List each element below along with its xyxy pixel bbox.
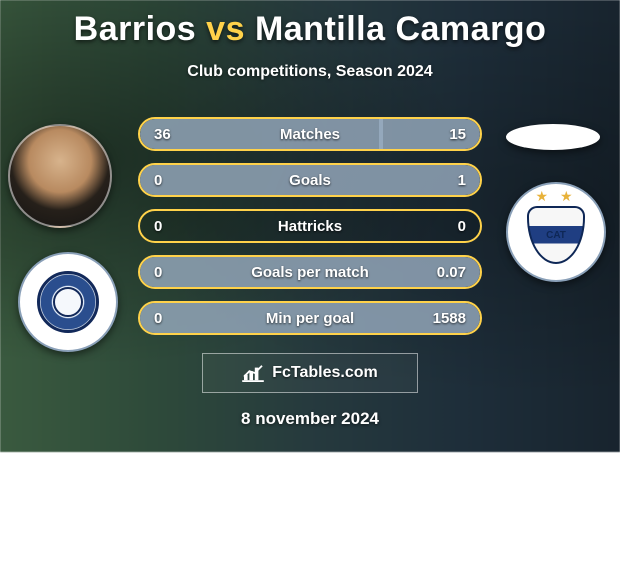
card-date: 8 november 2024 <box>0 409 620 429</box>
stat-row: 0Min per goal1588 <box>138 301 482 335</box>
player1-name: Barrios <box>74 10 197 48</box>
brand-badge: FcTables.com <box>202 353 418 393</box>
stat-label: Goals <box>140 165 480 195</box>
player2-avatar-placeholder <box>506 124 600 150</box>
brand-text: FcTables.com <box>272 364 378 382</box>
right-avatars: ★ ★ CAT <box>506 124 606 282</box>
stat-value-right: 0 <box>458 211 466 241</box>
player1-club-crest <box>18 252 118 352</box>
stat-row: 36Matches15 <box>138 117 482 151</box>
stats-list: 36Matches150Goals10Hattricks00Goals per … <box>138 117 482 335</box>
talleres-shield: ★ ★ CAT <box>527 198 585 266</box>
player2-club-crest: ★ ★ CAT <box>506 182 606 282</box>
godoy-cruz-shield <box>37 271 99 333</box>
chart-icon <box>242 364 264 382</box>
player2-name: Mantilla Camargo <box>255 10 546 48</box>
stat-row: 0Goals1 <box>138 163 482 197</box>
stat-value-right: 0.07 <box>437 257 466 287</box>
stat-value-right: 1 <box>458 165 466 195</box>
card-title: Barrios vs Mantilla Camargo <box>0 10 620 49</box>
stat-value-right: 1588 <box>433 303 466 333</box>
player1-avatar <box>8 124 112 228</box>
stat-row: 0Goals per match0.07 <box>138 255 482 289</box>
stat-row: 0Hattricks0 <box>138 209 482 243</box>
left-avatars <box>8 124 118 352</box>
talleres-body: CAT <box>527 206 585 264</box>
stat-value-right: 15 <box>449 119 466 149</box>
stat-label: Matches <box>140 119 480 149</box>
talleres-stars: ★ ★ <box>527 188 585 205</box>
card-subtitle: Club competitions, Season 2024 <box>0 63 620 81</box>
stat-label: Hattricks <box>140 211 480 241</box>
stat-label: Min per goal <box>140 303 480 333</box>
comparison-card: Barrios vs Mantilla Camargo Club competi… <box>0 0 620 452</box>
stat-label: Goals per match <box>140 257 480 287</box>
title-vs: vs <box>206 10 245 48</box>
